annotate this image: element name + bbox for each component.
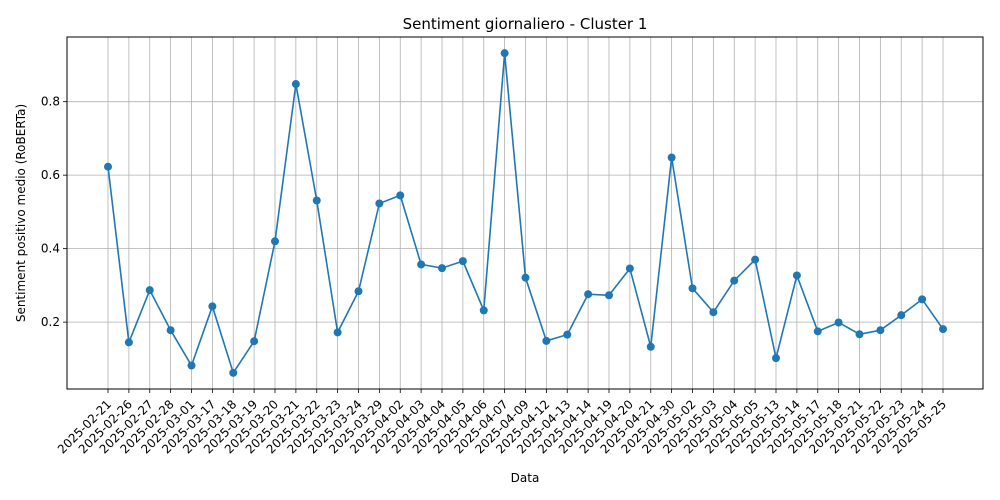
- data-point: [772, 354, 780, 363]
- data-point: [104, 162, 112, 171]
- data-point: [813, 327, 822, 336]
- x-gridlines: [107, 37, 944, 389]
- y-tick-label: 0.8: [41, 95, 60, 109]
- data-point: [625, 264, 634, 273]
- data-point: [354, 287, 363, 296]
- data-point: [458, 257, 467, 266]
- data-point: [291, 80, 300, 89]
- data-point: [417, 260, 426, 269]
- data-point: [375, 199, 384, 208]
- data-point: [166, 326, 175, 335]
- data-point: [396, 191, 405, 200]
- data-point: [918, 295, 927, 304]
- data-point: [834, 318, 843, 327]
- data-point: [897, 311, 906, 320]
- data-point: [730, 276, 739, 285]
- data-point: [605, 291, 613, 300]
- data-point: [688, 284, 697, 293]
- data-point: [855, 330, 864, 339]
- y-tick-label: 0.4: [41, 242, 60, 256]
- data-point: [208, 302, 217, 311]
- y-gridlines: [67, 101, 983, 323]
- data-point: [939, 325, 947, 334]
- data-point: [521, 273, 530, 282]
- x-axis-label: Data: [511, 471, 540, 485]
- y-tick-label: 0.2: [41, 315, 60, 329]
- plot-frame: [66, 36, 984, 390]
- y-axis-ticks: 0.2 0.4 0.6 0.8: [41, 95, 67, 329]
- data-point: [584, 290, 593, 299]
- y-axis-label: Sentiment positivo medio (RoBERTa): [14, 104, 28, 322]
- data-point: [145, 286, 154, 295]
- data-point: [792, 271, 801, 280]
- data-point: [271, 237, 279, 246]
- data-points: [104, 49, 947, 377]
- data-point: [187, 361, 196, 370]
- data-point: [542, 336, 551, 345]
- y-tick-label: 0.6: [41, 168, 60, 182]
- data-point: [563, 330, 572, 339]
- data-point: [876, 326, 885, 335]
- data-point: [751, 255, 760, 264]
- data-point: [250, 337, 259, 346]
- data-point: [500, 49, 509, 58]
- data-point: [124, 338, 133, 347]
- data-point: [667, 153, 676, 162]
- data-point: [709, 308, 718, 317]
- data-point: [438, 264, 446, 273]
- x-axis-ticks: 2025-02-212025-02-262025-02-272025-02-28…: [55, 389, 949, 456]
- data-point: [312, 196, 321, 205]
- data-point: [479, 306, 488, 315]
- data-point: [646, 342, 655, 351]
- chart-title: Sentiment giornaliero - Cluster 1: [403, 15, 648, 33]
- data-point: [333, 328, 342, 337]
- data-point: [229, 368, 238, 377]
